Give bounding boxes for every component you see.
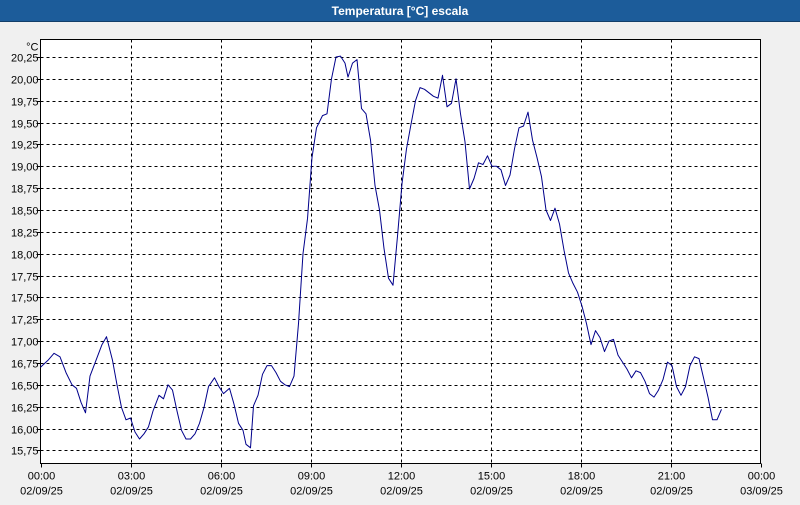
y-tick-label: 19,50: [11, 119, 39, 131]
y-tick-label: 17,00: [11, 337, 39, 349]
x-tick-time-label: 18:00: [568, 471, 596, 483]
x-tick-time-label: 00:00: [748, 471, 776, 483]
y-tick-label: 18,25: [11, 228, 39, 240]
y-tick-label: 15,75: [11, 446, 39, 458]
y-axis-unit-label: °C: [26, 42, 38, 54]
series-layer: [40, 55, 722, 449]
y-tick-label: 20,00: [11, 75, 39, 87]
y-tick-label: 20,25: [11, 53, 39, 65]
series-line-temperature: [40, 55, 722, 449]
x-tick-date-label: 02/09/25: [200, 486, 243, 498]
x-tick-date-label: 02/09/25: [470, 486, 513, 498]
y-tick-label: 17,75: [11, 272, 39, 284]
x-tick-date-label: 03/09/25: [740, 486, 783, 498]
y-tick-label: 17,50: [11, 293, 39, 305]
y-tick-label: 18,50: [11, 206, 39, 218]
x-tick-date-label: 02/09/25: [290, 486, 333, 498]
x-tick-date-label: 02/09/25: [380, 486, 423, 498]
x-tick-date-label: 02/09/25: [20, 486, 63, 498]
x-tick-date-label: 02/09/25: [560, 486, 603, 498]
x-tick-time-label: 03:00: [118, 471, 146, 483]
y-axis-ticks: 15,75 16,00 16,25 16,50 16,75 17,00 17,25 17,50…: [11, 53, 41, 458]
x-tick-time-label: 06:00: [208, 471, 236, 483]
y-tick-label: 17,25: [11, 315, 39, 327]
x-tick-time-label: 21:00: [658, 471, 686, 483]
y-tick-label: 18,75: [11, 184, 39, 196]
y-tick-label: 16,75: [11, 359, 39, 371]
x-axis-ticks: 00:00 02/09/25 03:00 02/09/25 06:00 02/09/25 0…: [20, 463, 783, 498]
y-tick-label: 16,00: [11, 425, 39, 437]
chart-area: 15,75 16,00 16,25 16,50 16,75 17,00 17,25 17,50…: [0, 22, 800, 500]
plot-background: [40, 39, 761, 464]
y-tick-label: 16,25: [11, 403, 39, 415]
grid-lines: [40, 39, 761, 464]
x-tick-time-label: 00:00: [28, 471, 56, 483]
x-tick-date-label: 02/09/25: [650, 486, 693, 498]
y-tick-label: 19,25: [11, 140, 39, 152]
y-tick-label: 18,00: [11, 250, 39, 262]
x-tick-date-label: 02/09/25: [110, 486, 153, 498]
y-tick-label: 19,75: [11, 97, 39, 109]
x-tick-time-label: 09:00: [298, 471, 326, 483]
temperature-chart: 15,75 16,00 16,25 16,50 16,75 17,00 17,25 17,50…: [11, 39, 783, 498]
y-tick-label: 16,50: [11, 381, 39, 393]
x-tick-time-label: 15:00: [478, 471, 506, 483]
x-tick-time-label: 12:00: [388, 471, 416, 483]
chart-title: Temperatura [°C] escala: [0, 0, 800, 22]
y-tick-label: 19,00: [11, 162, 39, 174]
